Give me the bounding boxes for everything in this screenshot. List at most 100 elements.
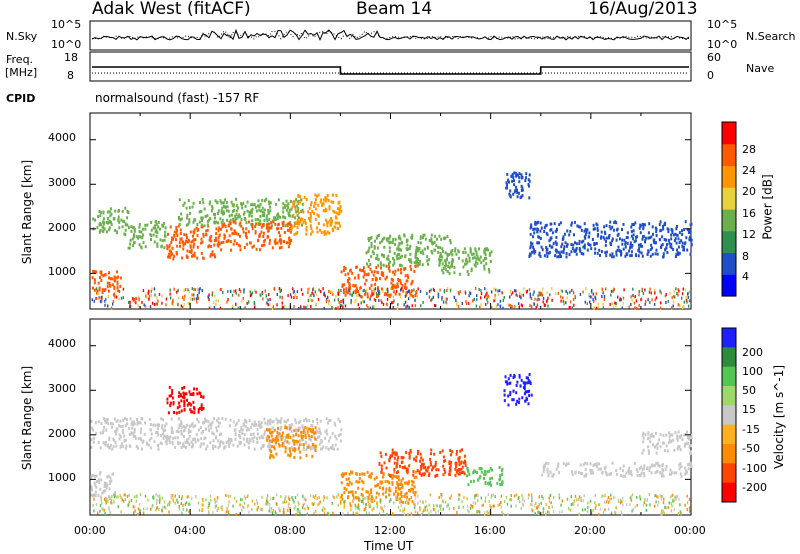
data-cell [334,221,337,225]
data-cell [101,225,104,229]
clutter-cell [180,511,183,515]
clutter-cell [671,493,674,497]
cpid-label: CPID [6,92,36,105]
data-cell [172,257,175,261]
data-cell [394,286,397,289]
data-cell [371,278,374,281]
clutter-cell [433,304,436,307]
clutter-cell [357,506,359,510]
clutter-cell [431,297,433,301]
data-cell [104,288,107,291]
data-cell [132,432,135,436]
data-cell [659,220,662,224]
clutter-cell [144,494,147,498]
data-cell [215,227,218,231]
clutter-cell [594,501,596,505]
data-cell [449,239,452,242]
clutter-cell [636,503,638,507]
clutter-cell [310,293,312,297]
data-cell [170,236,173,240]
data-cell [422,252,425,256]
data-cell [667,238,670,242]
data-cell [551,474,554,478]
data-cell [138,230,141,234]
data-cell [272,220,275,224]
data-cell [676,233,679,237]
data-cell [191,422,194,426]
clutter-cell [670,509,673,513]
data-cell [261,213,264,217]
clutter-cell [677,512,680,516]
data-cell [183,399,186,403]
clutter-cell [614,511,617,515]
data-cell [409,252,412,256]
data-cell [572,243,575,247]
data-cell [628,249,630,253]
clutter-cell [638,303,640,307]
data-cell [661,243,664,246]
data-cell [388,250,391,254]
data-cell [270,445,273,449]
data-cell [498,466,501,469]
data-cell [680,465,683,469]
data-cell [417,450,420,454]
data-cell [305,228,308,232]
data-cell [133,422,135,426]
data-cell [232,232,235,236]
data-cell [192,230,195,234]
clutter-cell [377,289,379,293]
data-cell [401,460,404,464]
data-cell [380,454,383,458]
clutter-cell [477,494,479,498]
data-cell [595,462,598,466]
clutter-cell [443,290,446,294]
data-cell [661,235,664,239]
clutter-cell [251,499,253,503]
data-cell [690,464,693,468]
clutter-cell [602,510,605,514]
data-cell [680,434,683,438]
clutter-cell [437,292,440,296]
colorbar-swatch [722,122,736,145]
data-cell [528,179,531,183]
clutter-cell [662,501,665,505]
data-cell [257,199,260,203]
data-cell [620,251,623,255]
data-cell [525,176,527,180]
clutter-cell [313,502,315,506]
data-cell [487,248,489,252]
clutter-cell [364,496,366,500]
data-cell [527,178,530,182]
data-cell [119,419,122,423]
data-cell [428,472,431,476]
data-cell [679,448,682,452]
data-cell [402,500,404,504]
data-cell [532,227,535,231]
clutter-cell [184,288,187,291]
data-cell [259,215,262,218]
data-cell [112,445,115,449]
clutter-cell [151,287,153,291]
data-cell [156,244,159,248]
data-cell [426,255,429,259]
data-cell [655,230,658,234]
data-cell [310,203,312,207]
data-cell [652,435,655,439]
data-cell [398,242,401,246]
data-cell [440,237,443,241]
data-cell [370,472,373,476]
data-cell [400,271,403,275]
clutter-cell [542,507,545,511]
data-cell [294,208,297,212]
clutter-cell [105,297,107,301]
clutter-cell [139,503,141,507]
clutter-cell [509,289,512,293]
colorbar-swatch [722,444,736,464]
data-cell [382,274,385,277]
clutter-cell [283,500,286,504]
data-cell [199,426,202,430]
data-cell [295,232,298,236]
data-cell [583,235,586,239]
clutter-cell [457,291,460,295]
data-cell [539,237,542,240]
